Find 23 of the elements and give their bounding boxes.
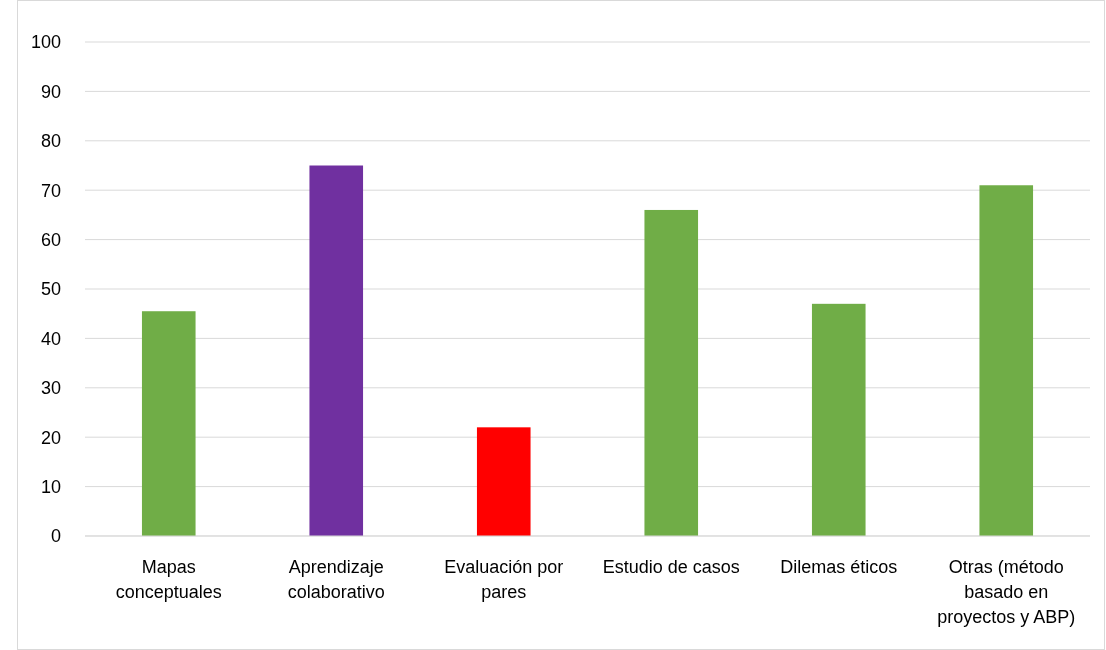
bar	[476, 427, 531, 536]
y-tick-label: 10	[40, 476, 61, 497]
bar	[141, 311, 196, 536]
y-tick-label: 0	[50, 526, 61, 547]
x-tick-label: Mapas conceptuales	[115, 557, 222, 602]
x-tick-label: Aprendizaje colaborativo	[287, 557, 385, 602]
bar	[811, 303, 866, 536]
x-tick-label: Estudio de casos	[602, 557, 740, 577]
y-tick-label: 20	[40, 427, 61, 448]
bar	[309, 165, 364, 536]
y-tick-label: 40	[40, 328, 61, 349]
bar	[644, 209, 699, 536]
bar	[979, 185, 1034, 536]
y-tick-label: 50	[40, 279, 61, 300]
y-tick-label: 90	[40, 81, 61, 102]
y-tick-label: 30	[40, 378, 61, 399]
x-tick-label: Evaluación por pares	[444, 557, 564, 602]
x-tick-label: Otras (método basado en proyectos y ABP)	[937, 557, 1076, 627]
y-tick-label: 100	[30, 32, 61, 53]
y-tick-label: 60	[40, 229, 61, 250]
y-tick-label: 70	[40, 180, 61, 201]
x-tick-label: Dilemas éticos	[780, 557, 898, 577]
y-tick-label: 80	[40, 131, 61, 152]
